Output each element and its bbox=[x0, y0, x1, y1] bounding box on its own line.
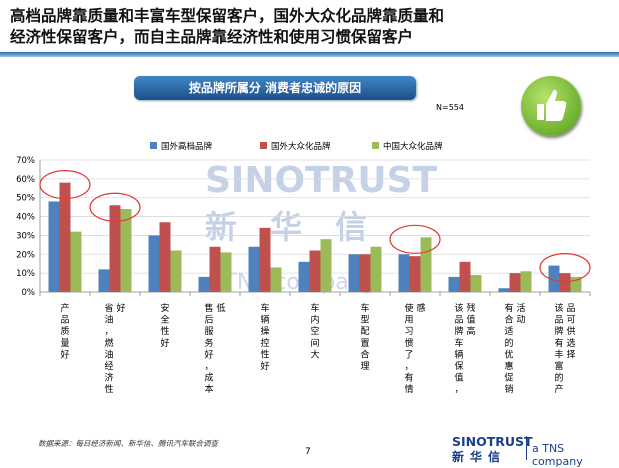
chart-banner: 按品牌所属分 消费者忠诚的原因 bbox=[134, 76, 416, 100]
title-underline bbox=[0, 52, 619, 57]
legend-label: 国外高档品牌 bbox=[161, 141, 213, 152]
bar bbox=[220, 252, 232, 292]
thumbs-up-icon bbox=[521, 76, 581, 136]
bar bbox=[559, 273, 571, 292]
headline-line-1: 高档品牌靠质量和丰富车型保留客户，国外大众化品牌靠质量和 bbox=[10, 7, 445, 25]
x-category-label: 该品牌有丰富的产品可供选择 bbox=[554, 302, 575, 395]
bar bbox=[398, 254, 410, 292]
bar bbox=[370, 246, 382, 292]
highlight-ellipse bbox=[539, 253, 591, 283]
bar bbox=[498, 288, 510, 292]
x-category-label: 使用习惯了，有情感 bbox=[404, 302, 425, 395]
bar bbox=[570, 276, 582, 292]
legend-label: 中国大众化品牌 bbox=[383, 141, 443, 152]
chart-highlights bbox=[39, 170, 591, 283]
logo-cn: 新华信 bbox=[452, 450, 507, 464]
logo-divider bbox=[526, 436, 527, 460]
x-category-label: 该品牌车辆保值，残值高 bbox=[454, 302, 475, 395]
sample-size-label: N=554 bbox=[436, 103, 464, 112]
headline: 高档品牌靠质量和丰富车型保留客户，国外大众化品牌靠质量和 经济性保留客户，而自主… bbox=[10, 6, 600, 48]
bar bbox=[509, 273, 521, 292]
x-category-label: 售后服务好，成本低 bbox=[204, 302, 225, 395]
headline-line-2: 经济性保留客户，而自主品牌靠经济性和使用习惯保留客户 bbox=[10, 28, 414, 46]
bar bbox=[259, 227, 271, 292]
bar bbox=[420, 237, 432, 292]
bar bbox=[120, 209, 132, 292]
x-category-label: 产品质量好 bbox=[60, 302, 69, 360]
x-category-label: 车辆操控性好 bbox=[260, 302, 269, 372]
bar bbox=[320, 239, 332, 292]
legend-swatch bbox=[372, 142, 379, 149]
highlight-ellipse bbox=[89, 192, 141, 222]
y-tick-label: 60% bbox=[16, 175, 35, 185]
chart-legend: 国外高档品牌 国外大众化品牌 中国大众化品牌 bbox=[150, 141, 443, 152]
y-tick-label: 10% bbox=[16, 269, 35, 279]
y-tick-label: 70% bbox=[16, 156, 35, 166]
bar bbox=[309, 250, 321, 292]
y-tick-label: 50% bbox=[16, 194, 35, 204]
bar bbox=[520, 271, 532, 292]
bar bbox=[248, 246, 260, 292]
bar bbox=[109, 205, 121, 292]
bar bbox=[198, 276, 210, 292]
x-category-label: 车型配置合理 bbox=[360, 302, 369, 372]
logo-name: SINOTRUST bbox=[452, 434, 533, 449]
y-tick-label: 30% bbox=[16, 231, 35, 241]
x-category-label: 车内空间大 bbox=[310, 302, 319, 360]
x-category-label: 有合适的优惠促销活动 bbox=[504, 302, 525, 395]
bar bbox=[59, 182, 71, 292]
x-category-label: 省油，燃油经济性好 bbox=[104, 302, 125, 395]
bar bbox=[348, 254, 360, 292]
bar bbox=[209, 246, 221, 292]
highlight-ellipse bbox=[389, 224, 441, 254]
bar-chart: 国外高档品牌 国外大众化品牌 中国大众化品牌 0% 10% 20% 30% 40% 50% 60… bbox=[16, 141, 591, 395]
y-tick-label: 0% bbox=[22, 288, 36, 298]
page-number: 7 bbox=[305, 447, 311, 457]
bar bbox=[48, 201, 60, 292]
company-logo: SINOTRUST 新华信 a TNS company bbox=[452, 434, 612, 468]
legend-label: 国外大众化品牌 bbox=[271, 141, 331, 152]
bar bbox=[170, 250, 182, 292]
bar bbox=[548, 265, 560, 292]
bar bbox=[148, 235, 160, 292]
bar bbox=[448, 276, 460, 292]
bar bbox=[98, 269, 110, 292]
logo-tns: a TNS company bbox=[532, 442, 583, 468]
y-tick-label: 20% bbox=[16, 250, 35, 260]
chart-x-labels: 产品质量好 省油，燃油经济性好 安全性好 售后服务好，成本低 车辆操控性好 车内空间大 车型… bbox=[60, 302, 575, 395]
watermark-name: SINOTRUST bbox=[205, 160, 438, 201]
bar bbox=[459, 261, 471, 292]
watermark-cn: 新华信 bbox=[205, 208, 401, 246]
legend-swatch bbox=[150, 142, 157, 149]
legend-swatch bbox=[260, 142, 267, 149]
bar bbox=[298, 261, 310, 292]
bar bbox=[270, 267, 282, 292]
bar bbox=[159, 222, 171, 292]
bar bbox=[359, 254, 371, 292]
y-tick-label: 40% bbox=[16, 213, 35, 223]
source-note: 数据来源：每日经济新闻、新华信、腾讯汽车联合调查 bbox=[38, 439, 218, 448]
chart-grid: 0% 10% 20% 30% 40% 50% 60% 70% bbox=[16, 156, 591, 298]
chart-bars bbox=[48, 182, 582, 292]
bar bbox=[70, 231, 82, 292]
bar bbox=[470, 275, 482, 292]
bar bbox=[409, 256, 421, 292]
highlight-ellipse bbox=[39, 170, 91, 200]
watermark-tns: a TNS company bbox=[203, 270, 376, 295]
x-category-label: 安全性好 bbox=[160, 302, 169, 349]
